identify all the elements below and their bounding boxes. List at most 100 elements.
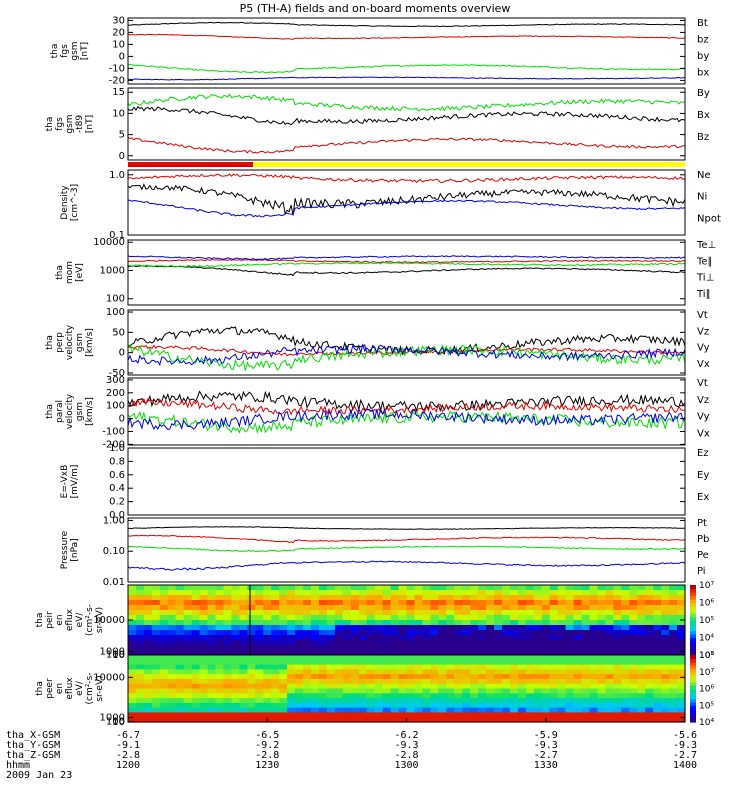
spectrogram-cell xyxy=(326,655,336,661)
ephemeris-value: 1300 xyxy=(394,760,418,771)
colorbar-segment xyxy=(690,668,696,673)
spectrogram-cell xyxy=(509,683,519,690)
spectrogram-cell xyxy=(191,635,201,641)
spectrogram-cell xyxy=(502,640,511,646)
spectrogram-cell xyxy=(263,600,272,606)
spectrogram-cell xyxy=(319,688,328,694)
spectrogram-cell xyxy=(502,615,511,621)
spectrogram-cell xyxy=(621,610,630,616)
spectrogram-cell xyxy=(247,605,256,611)
spectrogram-cell xyxy=(494,610,503,616)
spectrogram-cell xyxy=(406,707,416,713)
spectrogram-cell xyxy=(438,605,447,611)
spectrogram-cell xyxy=(621,595,630,601)
spectrogram-cell xyxy=(406,625,416,631)
spectrogram-cell xyxy=(462,698,471,704)
spectrogram-cell xyxy=(263,635,272,641)
spectrogram-cell xyxy=(382,600,392,606)
spectrogram-cell xyxy=(454,595,463,601)
spectrogram-cell xyxy=(470,595,479,601)
spectrogram-cell xyxy=(549,693,559,699)
spectrogram-cell xyxy=(207,645,217,651)
spectrogram-cell xyxy=(390,585,400,591)
legend-Bt: Bt xyxy=(697,18,708,29)
spectrogram-cell xyxy=(342,678,352,685)
spectrogram-cell xyxy=(669,707,678,713)
spectrogram-cell xyxy=(422,610,431,616)
spectrogram-cell xyxy=(326,664,336,670)
spectrogram-cell xyxy=(287,595,296,601)
spectrogram-cell xyxy=(637,683,646,690)
spectrogram-cell xyxy=(287,693,296,699)
spectrogram-cell xyxy=(502,688,511,694)
spectrogram-cell xyxy=(398,605,408,611)
spectrogram-cell xyxy=(470,664,479,670)
y-tick-label: 10 xyxy=(112,650,125,661)
spectrogram-cell xyxy=(159,669,169,675)
spectrogram-cell xyxy=(486,659,495,666)
spectrogram-cell xyxy=(462,615,471,621)
colorbar-segment xyxy=(690,665,696,669)
spectrogram-cell xyxy=(287,610,296,616)
legend-Ey: Ey xyxy=(697,470,709,481)
spectrogram-cell xyxy=(605,698,614,704)
spectrogram-cell xyxy=(326,630,336,636)
spectrogram-cell xyxy=(438,707,447,713)
spectrogram-cell xyxy=(613,615,622,621)
spectrogram-cell xyxy=(470,717,479,723)
spectrogram-cell xyxy=(478,610,487,616)
legend-Vz: Vz xyxy=(697,326,709,337)
spectrogram-cell xyxy=(128,702,137,709)
spectrogram-cell xyxy=(669,659,678,666)
spectrogram-cell xyxy=(478,635,487,641)
series-by xyxy=(127,63,686,74)
spectrogram-cell xyxy=(255,664,264,670)
spectrogram-cell xyxy=(271,712,280,718)
spectrogram-cell xyxy=(159,655,169,661)
spectrogram-cell xyxy=(263,640,272,646)
spectrogram-cell xyxy=(589,717,599,723)
y-tick-label: 10 xyxy=(112,108,125,119)
spectrogram-cell xyxy=(629,630,638,636)
spectrogram-cell xyxy=(541,615,551,621)
spectrogram-cell xyxy=(199,620,209,626)
spectrogram-cell xyxy=(223,625,233,631)
spectrogram-cell xyxy=(215,620,225,626)
spectrogram-cell xyxy=(319,595,328,601)
spectrogram-cell xyxy=(151,678,161,685)
spectrogram-cell xyxy=(311,688,320,694)
spectrogram-cell xyxy=(303,650,312,656)
spectrogram-cell xyxy=(478,585,487,591)
spectrogram-cell xyxy=(231,625,240,631)
spectrogram-cell xyxy=(446,712,455,718)
spectrogram-cell xyxy=(247,683,256,690)
spectrogram-cell xyxy=(287,702,296,709)
spectrogram-cell xyxy=(175,600,185,606)
spectrogram-cell xyxy=(597,707,607,713)
spectrogram-cell xyxy=(621,702,630,709)
spectrogram-cell xyxy=(223,678,233,685)
spectrogram-cell xyxy=(438,585,447,591)
spectrogram-cell xyxy=(136,688,145,694)
spectrogram-cell xyxy=(494,659,503,666)
spectrogram-cell xyxy=(557,659,567,666)
spectrogram-cell xyxy=(677,620,686,626)
spectrogram-cell xyxy=(303,683,312,690)
spectrogram-cell xyxy=(136,707,145,713)
spectrogram-cell xyxy=(358,595,368,601)
spectrogram-cell xyxy=(494,625,503,631)
spectrogram-cell xyxy=(454,659,463,666)
spectrogram-cell xyxy=(136,650,145,656)
spectrogram-cell xyxy=(247,712,256,718)
spectrogram-cell xyxy=(605,600,614,606)
spectrogram-cell xyxy=(390,645,400,651)
spectrogram-cell xyxy=(422,678,431,685)
spectrogram-cell xyxy=(470,702,479,709)
y-axis-label: gsm xyxy=(70,41,80,60)
spectrogram-cell xyxy=(486,610,495,616)
spectrogram-cell xyxy=(645,664,654,670)
spectrogram-cell xyxy=(311,600,320,606)
colorbar-segment xyxy=(690,685,696,690)
